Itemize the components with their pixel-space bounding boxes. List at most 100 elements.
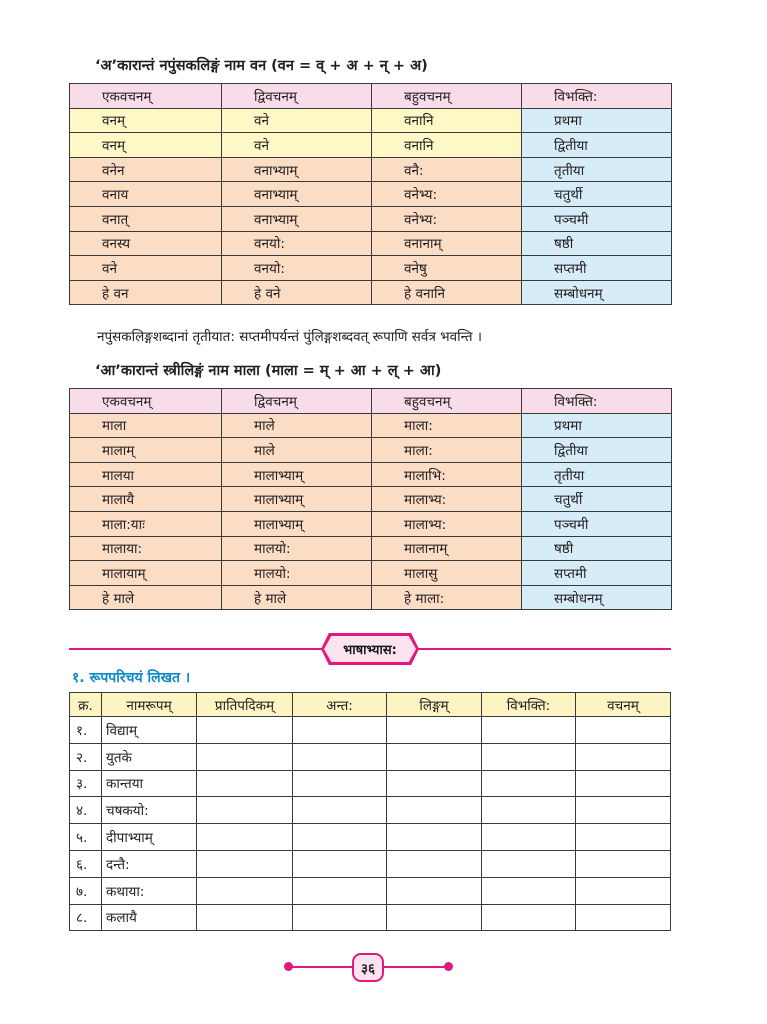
serial-cell: ६. [69,849,102,878]
table-row: ६. दन्तै: [69,849,671,878]
answer-cell[interactable] [196,849,293,878]
answer-cell[interactable] [575,742,671,771]
table-cell: षष्ठी [521,230,672,257]
table-row: ४. चषकयो: [69,796,671,825]
table-row: माला:याः मालाभ्याम् मालाभ्य: पञ्चमी [69,510,672,537]
answer-cell[interactable] [386,796,482,825]
table-cell: सप्तमी [521,560,672,586]
answer-cell[interactable] [292,849,387,878]
serial-cell: ४. [69,796,102,825]
serial-cell: २. [69,742,102,771]
header-dvivachanam: द्विवचनम् [221,83,372,109]
answer-cell[interactable] [481,742,576,771]
table-cell: वनम् [69,107,222,134]
table-cell: सम्बोधनम् [521,279,672,306]
table-cell: वनेभ्य: [371,205,522,232]
page-number: ३६ [352,953,384,982]
table-row: १. विद्याम् [69,716,671,744]
table-row: मालाया: मालयो: मालानाम् षष्ठी [69,535,672,562]
table-cell: हे वने [221,279,372,306]
answer-cell[interactable] [292,769,387,798]
answer-cell[interactable] [481,876,576,905]
header-vachanam: वचनम् [575,692,671,717]
answer-cell[interactable] [386,823,482,851]
answer-cell[interactable] [481,849,576,878]
answer-cell[interactable] [386,716,482,744]
answer-cell[interactable] [196,876,293,905]
answer-cell[interactable] [575,796,671,825]
table-cell: वनेभ्य: [371,181,522,207]
table-header-row: क्र. नामरूपम् प्रातिपदिकम् अन्त: लिङ्गम्… [69,692,671,717]
exercise-badge: भाषाभ्यास: [324,636,416,662]
answer-cell[interactable] [575,903,671,932]
table-cell: मालया [69,461,222,488]
answer-cell[interactable] [481,796,576,825]
answer-cell[interactable] [196,742,293,771]
serial-cell: ८. [69,903,102,932]
answer-cell[interactable] [575,876,671,905]
section2-heading: ‘आ’कारान्तं स्त्रीलिङ्गं नाम माला (माला … [95,363,442,379]
answer-cell[interactable] [292,876,387,905]
answer-cell[interactable] [481,823,576,851]
answer-cell[interactable] [386,769,482,798]
answer-cell[interactable] [196,796,293,825]
table-row: ५. दीपाभ्याम् [69,823,671,851]
header-vibhakti: विभक्ति: [521,83,672,109]
word-cell: कान्तया [101,769,197,798]
table-row: वनस्य वनयो: वनानाम् षष्ठी [69,230,672,257]
header-bahuvachanam: बहुवचनम् [371,83,522,109]
table-cell: द्वितीया [521,437,672,463]
answer-cell[interactable] [386,903,482,932]
answer-cell[interactable] [292,742,387,771]
answer-cell[interactable] [196,716,293,744]
table-cell: द्वितीया [521,132,672,158]
table-cell: हे माले [221,584,372,611]
answer-cell[interactable] [292,716,387,744]
word-cell: कलायै [101,903,197,932]
vana-declension-table: एकवचनम् द्विवचनम् बहुवचनम् विभक्ति: वनम्… [69,83,672,306]
table-cell: चतुर्थी [521,181,672,207]
answer-cell[interactable] [481,903,576,932]
table-cell: माला: [371,412,522,439]
table-row: वनाय वनाभ्याम् वनेभ्य: चतुर्थी [69,181,672,207]
answer-cell[interactable] [575,769,671,798]
table-cell: वनानि [371,107,522,134]
answer-cell[interactable] [386,849,482,878]
serial-cell: ३. [69,769,102,798]
table-cell: वनयो: [221,255,372,281]
table-cell: हे माले [69,584,222,611]
answer-cell[interactable] [575,823,671,851]
table-row: ८. कलायै [69,903,671,932]
answer-cell[interactable] [575,716,671,744]
table-cell: वनानाम् [371,230,522,257]
answer-cell[interactable] [196,903,293,932]
word-cell: दीपाभ्याम् [101,823,197,851]
table-cell: वने [69,255,222,281]
table-cell: तृतीया [521,461,672,488]
serial-cell: ७. [69,876,102,905]
answer-cell[interactable] [481,716,576,744]
table-cell: प्रथमा [521,107,672,134]
exercise-title: १. रूपपरिचयं लिखत । [72,670,191,686]
answer-cell[interactable] [575,849,671,878]
answer-cell[interactable] [386,876,482,905]
page-ornament-line-right [384,966,448,968]
table-row: वनम् वने वनानि द्वितीया [69,132,672,158]
answer-cell[interactable] [481,769,576,798]
exercise-table: क्र. नामरूपम् प्रातिपदिकम् अन्त: लिङ्गम्… [69,692,671,932]
header-vibhakti: विभक्ति: [481,692,576,717]
table-cell: चतुर्थी [521,486,672,512]
header-ekavachanam: एकवचनम् [69,388,222,414]
answer-cell[interactable] [292,796,387,825]
mala-declension-table: एकवचनम् द्विवचनम् बहुवचनम् विभक्ति: माला… [69,388,672,611]
header-bahuvachanam: बहुवचनम् [371,388,522,414]
answer-cell[interactable] [292,823,387,851]
table-cell: मालाम् [69,437,222,463]
page-ornament-dot-left [284,962,293,971]
table-cell: वनाभ्याम् [221,205,372,232]
answer-cell[interactable] [292,903,387,932]
answer-cell[interactable] [196,769,293,798]
table-row: हे वन हे वने हे वनानि सम्बोधनम् [69,279,672,306]
answer-cell[interactable] [196,823,293,851]
answer-cell[interactable] [386,742,482,771]
